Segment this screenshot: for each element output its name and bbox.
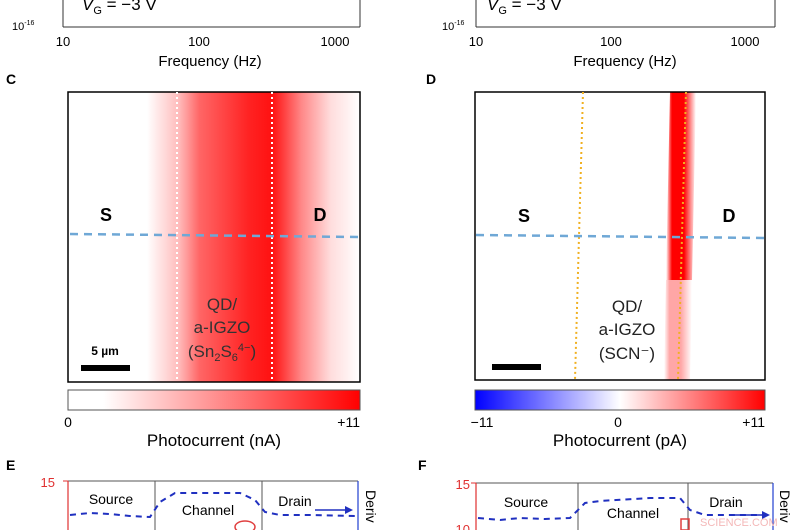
x-tick-label: 1000 (321, 34, 350, 49)
x-tick-label: 1000 (731, 34, 760, 49)
colorbar-label: Photocurrent (pA) (553, 431, 687, 450)
y-tick-label: 10-16 (12, 20, 34, 33)
colorbar-mid: 0 (614, 414, 622, 430)
right-axis-label: Deriv (777, 490, 793, 523)
panel-letter: C (6, 71, 16, 87)
panel-f: F 15 10 Source Channel Drain Deriv SCIEN… (418, 457, 793, 530)
x-tick-label: 100 (600, 34, 622, 49)
region-label-channel: Channel (182, 502, 234, 518)
photocurrent-band-faint (664, 280, 692, 380)
drain-label: D (314, 205, 327, 225)
material-label: (Sn2S64−) (188, 342, 256, 364)
photocurrent-map (67, 91, 361, 383)
panel-letter: F (418, 457, 427, 473)
y-tick-label: 10 (456, 522, 470, 530)
panel-e: E 15 Source Channel Drain Deriv (6, 457, 379, 530)
scalebar (492, 364, 541, 370)
material-label: a-IGZO (194, 318, 251, 337)
x-axis-label: Frequency (Hz) (158, 53, 261, 70)
region-label-source: Source (504, 494, 549, 510)
panel-a: VG = −3 V 10-16 10 100 1000 Frequency (H… (12, 0, 361, 70)
y-tick-label: 15 (41, 475, 55, 490)
colorbar-min: 0 (64, 414, 72, 430)
colorbar (67, 389, 361, 411)
electrode-edge-left (574, 91, 584, 381)
arrow-right-icon (345, 506, 353, 514)
x-tick-label: 100 (188, 34, 210, 49)
colorbar-max: +11 (337, 414, 360, 430)
panel-letter: E (6, 457, 15, 473)
region-label-drain: Drain (709, 494, 742, 510)
material-label: (SCN⁻) (599, 344, 655, 363)
panel-b: VG = −3 V 10-16 10 100 1000 Frequency (H… (442, 0, 776, 70)
scalebar (81, 365, 130, 371)
region-label-source: Source (89, 491, 134, 507)
colorbar-max: +11 (742, 414, 765, 430)
y-tick-label: 15 (456, 477, 470, 492)
drain-label: D (723, 206, 736, 226)
photocurrent-trace (680, 518, 690, 530)
arrow-right-icon (762, 511, 770, 519)
right-axis-label: Deriv (363, 490, 379, 523)
material-label: QD/ (207, 295, 238, 314)
electrode-edge-right (677, 91, 687, 381)
line-profile-marker (69, 232, 361, 239)
panel-c: C S D QD/ a-IGZO (Sn2S64−) 5 µm 0 +11 Ph… (6, 71, 361, 450)
watermark: SCIENCE.COM (700, 517, 778, 529)
vg-label: VG = −3 V (487, 0, 562, 17)
derivative-curve (69, 492, 357, 519)
region-label-drain: Drain (278, 493, 311, 509)
panel-letter: D (426, 71, 436, 87)
map-frame (474, 91, 766, 381)
source-label: S (100, 205, 112, 225)
material-label: a-IGZO (599, 320, 656, 339)
x-tick-label: 10 (56, 34, 70, 49)
colorbar-label: Photocurrent (nA) (147, 431, 281, 450)
x-axis-label: Frequency (Hz) (573, 53, 676, 70)
y-tick-label: 10-16 (442, 20, 464, 33)
colorbar-min: −11 (471, 414, 494, 430)
vg-label: VG = −3 V (82, 0, 157, 17)
x-tick-label: 10 (469, 34, 483, 49)
colorbar (474, 389, 766, 411)
region-label-channel: Channel (607, 505, 659, 521)
photocurrent-trace (234, 520, 256, 530)
material-label: QD/ (612, 297, 643, 316)
scalebar-label: 5 µm (91, 344, 119, 358)
line-profile-marker (475, 233, 766, 240)
panel-d: D S D QD/ a-IGZO (SCN⁻) −11 0 +11 Photoc… (426, 71, 766, 450)
source-label: S (518, 206, 530, 226)
photocurrent-band (666, 92, 696, 280)
